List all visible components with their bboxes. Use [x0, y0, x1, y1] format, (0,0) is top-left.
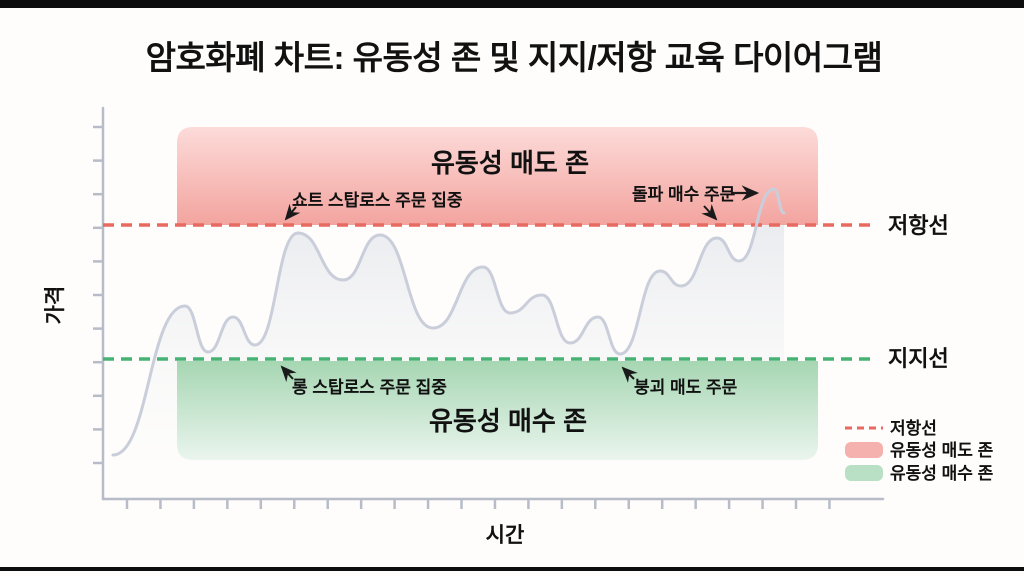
buy-zone-title: 유동성 매수 존 — [429, 406, 587, 436]
liquidity-sell-zone — [177, 127, 818, 225]
legend-sell-zone-label: 유동성 매도 존 — [890, 441, 994, 460]
annotation-long-stop: 롱 스탑로스 주문 집중 — [280, 365, 447, 397]
short-stop-arrow-icon — [284, 203, 301, 221]
y-axis-title: 가격 — [44, 286, 67, 325]
short-stop-label: 쇼트 스탑로스 주문 집중 — [292, 190, 463, 210]
legend-sell-zone-swatch — [845, 442, 883, 458]
legend-buy-zone-label: 유동성 매수 존 — [890, 464, 994, 483]
long-stop-arrow-icon — [280, 365, 297, 383]
y-axis-ticks — [93, 125, 103, 465]
page-title: 암호화폐 차트: 유동성 존 및 지지/저항 교육 다이어그램 — [146, 39, 883, 76]
top-black-bar — [0, 0, 1024, 8]
price-line — [111, 187, 786, 457]
annotation-breakout: 돌파 매수 주문 — [632, 185, 760, 221]
legend-buy-zone-swatch — [845, 465, 883, 481]
x-axis-title: 시간 — [486, 524, 525, 547]
annotation-breakdown: 붕괴 매도 주문 — [621, 366, 738, 397]
bottom-black-bar — [0, 567, 1024, 571]
x-axis-ticks — [125, 499, 831, 509]
sell-zone-title: 유동성 매도 존 — [431, 148, 589, 178]
resistance-side-label: 저항선 — [888, 213, 949, 238]
breakdown-arrow-icon — [621, 366, 638, 383]
legend-resistance-label: 저항선 — [890, 418, 937, 438]
long-stop-label: 롱 스탑로스 주문 집중 — [292, 377, 447, 397]
breakout-label: 돌파 매수 주문 — [632, 185, 736, 204]
breakout-downright-arrow-icon — [701, 203, 718, 221]
legend: 저항선 유동성 매도 존 유동성 매수 존 — [845, 418, 994, 483]
axes — [93, 106, 885, 509]
breakdown-label: 붕괴 매도 주문 — [634, 378, 738, 397]
annotation-short-stop: 쇼트 스탑로스 주문 집중 — [284, 190, 463, 221]
liquidity-buy-zone — [177, 361, 818, 460]
support-side-label: 지지선 — [888, 346, 949, 371]
